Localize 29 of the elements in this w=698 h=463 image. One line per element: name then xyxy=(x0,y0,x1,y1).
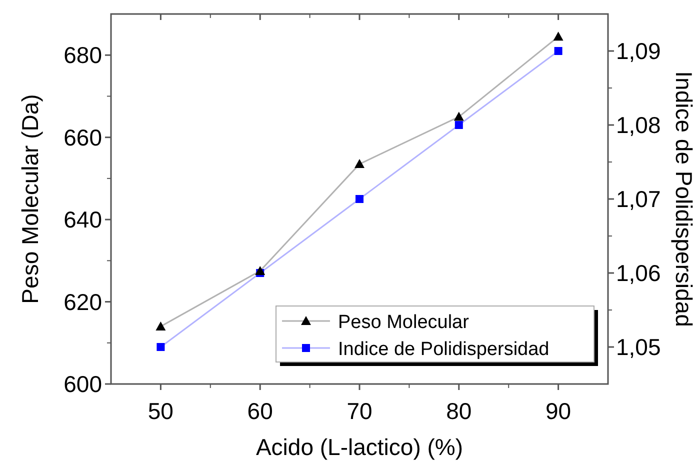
point xyxy=(356,195,364,203)
y-tick-label: 600 xyxy=(64,371,102,397)
point xyxy=(554,47,562,55)
y2-axis-title: Indice de Polidispersidad xyxy=(671,71,697,327)
x-tick-label: 70 xyxy=(346,398,372,424)
y-tick-label: 660 xyxy=(64,124,102,150)
x-tick-label: 50 xyxy=(148,398,174,424)
x-tick-label: 90 xyxy=(546,398,572,424)
point xyxy=(454,112,464,121)
y2-tick-label: 1,09 xyxy=(616,38,661,64)
y-axis-title: Peso Molecular (Da) xyxy=(17,94,43,304)
point xyxy=(156,321,166,330)
y2-tick-label: 1,08 xyxy=(616,112,661,138)
y2-tick-label: 1,07 xyxy=(616,186,661,212)
point xyxy=(255,266,266,275)
y-tick-label: 620 xyxy=(64,288,102,315)
x-tick-label: 80 xyxy=(446,398,472,424)
x-tick-label: 60 xyxy=(247,398,273,424)
x-axis-title: Acido (L-lactico) (%) xyxy=(256,434,464,460)
y2-tick-label: 1,05 xyxy=(616,334,661,360)
point xyxy=(354,159,364,168)
y-tick-label: 680 xyxy=(64,42,102,68)
legend-label: Indice de Polidispersidad xyxy=(338,339,550,360)
point xyxy=(454,121,463,129)
y-tick-label: 640 xyxy=(64,206,102,233)
y2-tick-label: 1,06 xyxy=(616,260,661,286)
legend-label: Peso Molecular xyxy=(338,312,470,333)
point xyxy=(156,343,165,351)
point xyxy=(553,32,564,41)
